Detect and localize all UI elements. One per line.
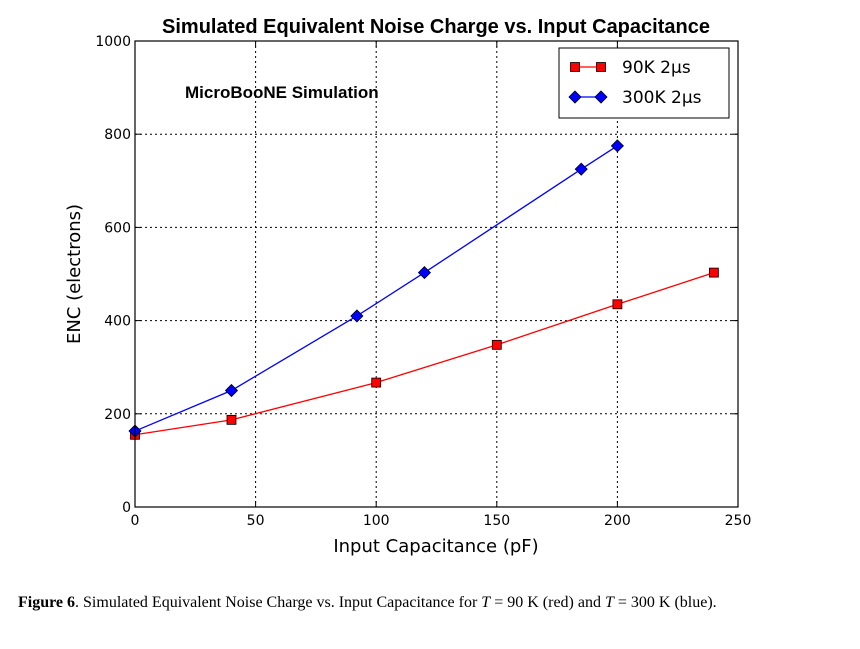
- series-line: [134, 145, 618, 432]
- data-point: [224, 383, 239, 398]
- data-point: [226, 414, 237, 425]
- data-point: [574, 162, 588, 176]
- figure-caption: Figure 6. Simulated Equivalent Noise Cha…: [18, 592, 848, 614]
- x-axis-label: Input Capacitance (pF): [333, 536, 538, 557]
- caption-sep: .: [75, 594, 80, 611]
- legend-label: 90K 2μs: [622, 58, 691, 78]
- y-axis-label: ENC (electrons): [64, 204, 85, 344]
- x-tick-label: 250: [725, 513, 752, 529]
- data-point: [610, 139, 624, 153]
- grid-lines: [135, 41, 738, 507]
- caption-temp-symbol: T: [481, 594, 491, 611]
- legend-marker: [570, 62, 580, 72]
- y-tick-label: 800: [104, 127, 131, 143]
- legend-marker: [568, 90, 582, 104]
- caption-label: Figure 6: [18, 594, 76, 611]
- legend-entry: 300K 2μs: [568, 88, 702, 108]
- y-tick-label: 1000: [95, 34, 131, 50]
- x-tick-label: 50: [247, 513, 265, 529]
- y-tick-label: 0: [122, 500, 131, 516]
- legend-marker: [594, 90, 608, 104]
- caption-text: = 90 K (red) and: [490, 594, 605, 611]
- x-tick-label: 100: [363, 513, 390, 529]
- x-tick-label: 200: [604, 513, 631, 529]
- chart: 0 50 100 150 200 250 0 200 400 600 800 1000 Simulat…: [64, 16, 751, 557]
- data-point: [491, 339, 502, 350]
- x-tick-label: 150: [483, 513, 510, 529]
- legend-box: [558, 47, 730, 119]
- data-point: [371, 377, 382, 388]
- chart-title: Simulated Equivalent Noise Charge vs. In…: [162, 16, 710, 38]
- legend-marker: [596, 62, 606, 72]
- data-point: [417, 266, 432, 280]
- y-tick-label: 200: [104, 407, 131, 423]
- x-tick-label: 0: [131, 513, 140, 529]
- simulation-annotation: MicroBooNE Simulation: [185, 83, 379, 102]
- caption-text: Simulated Equivalent Noise Charge vs. In…: [79, 594, 482, 611]
- legend-label: 300K 2μs: [622, 88, 702, 108]
- data-point: [350, 309, 364, 323]
- plot-frame: [134, 40, 739, 508]
- y-tick-label: 400: [104, 314, 131, 330]
- caption-temp-symbol: T: [604, 594, 614, 611]
- legend-entry: 90K 2μs: [570, 58, 691, 78]
- series-layer: [128, 139, 719, 440]
- y-tick-label: 600: [104, 220, 131, 236]
- data-point: [612, 299, 623, 310]
- series-line: [134, 271, 715, 436]
- caption-text: = 300 K (blue).: [613, 594, 717, 611]
- axis-ticks: 0 50 100 150 200 250 0 200 400 600 800 1000: [95, 34, 751, 529]
- data-point: [708, 267, 719, 278]
- legend: 90K 2μs 300K 2μs: [558, 47, 730, 119]
